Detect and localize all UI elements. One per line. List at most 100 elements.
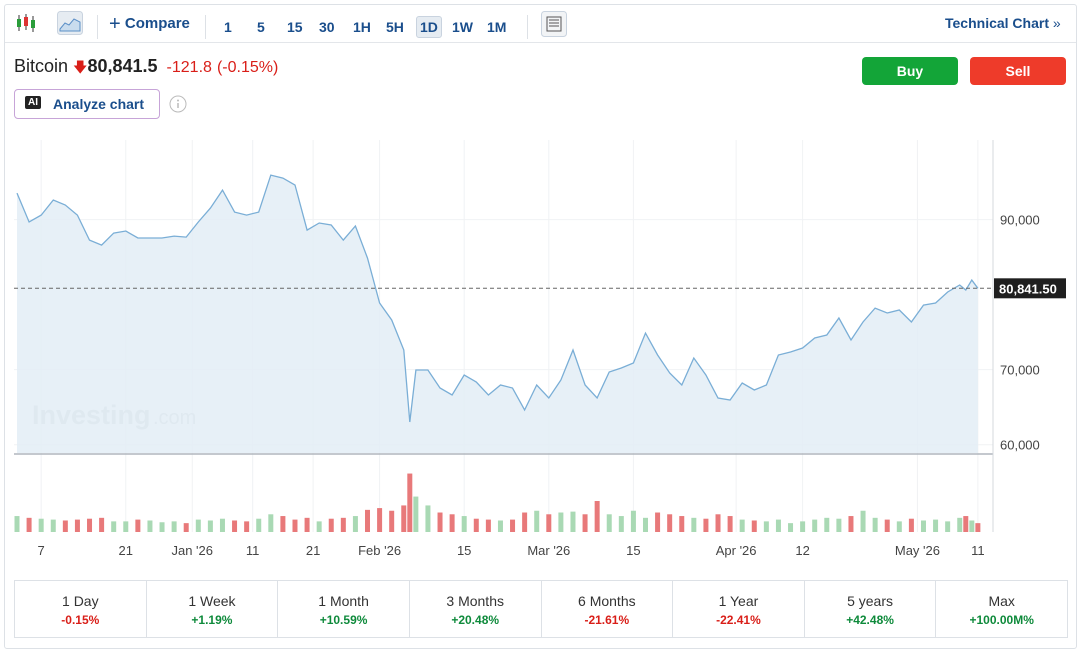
info-icon[interactable]: [169, 95, 187, 113]
volume-bar: [256, 518, 262, 532]
down-arrow: 🡇: [73, 59, 88, 75]
period-cell[interactable]: Max +100.00M%: [936, 581, 1067, 637]
volume-bar: [365, 509, 371, 532]
volume-bar: [280, 516, 286, 532]
volume-bar: [618, 516, 624, 532]
volume-bar: [26, 517, 32, 532]
volume-bar: [449, 514, 455, 532]
period-performance: 1 Day -0.15% 1 Week +1.19% 1 Month +10.59% 3 M…: [14, 580, 1068, 638]
interval-button[interactable]: 1: [224, 19, 232, 35]
volume-bar: [570, 511, 576, 532]
volume-bar: [800, 521, 806, 532]
volume-bar: [352, 516, 358, 532]
ai-badge: AI: [25, 96, 41, 109]
interval-button[interactable]: 1D: [416, 16, 442, 38]
volume-bar: [268, 514, 274, 532]
interval-button[interactable]: 1H: [353, 19, 371, 35]
volume-bar: [945, 521, 951, 532]
toolbar: + Compare 1 5 15 30 1H 5H 1D 1W 1M Technical Cha…: [5, 5, 1076, 43]
volume-bar: [316, 521, 322, 532]
period-change: +1.19%: [191, 613, 233, 627]
volume-bar: [461, 516, 467, 532]
instrument-name: Bitcoin: [14, 56, 69, 76]
y-tick-label: 90,000: [1000, 213, 1040, 228]
last-price-box: [994, 278, 1066, 299]
volume-bar: [691, 517, 697, 532]
candle-icon[interactable]: [15, 13, 37, 33]
compare-button[interactable]: + Compare: [109, 13, 190, 35]
interval-button[interactable]: 5H: [386, 19, 404, 35]
volume-bar: [727, 516, 733, 532]
x-tick-label: Feb '26: [358, 543, 401, 558]
volume-bar: [377, 508, 383, 532]
area-icon[interactable]: [57, 11, 83, 35]
volume-bar: [219, 518, 225, 532]
period-cell[interactable]: 5 years +42.48%: [805, 581, 937, 637]
volume-bar: [775, 519, 781, 532]
news-icon[interactable]: [541, 11, 567, 37]
period-cell[interactable]: 6 Months -21.61%: [542, 581, 674, 637]
volume-bar: [860, 510, 866, 532]
analyze-chart-button[interactable]: AI Analyze chart: [14, 89, 160, 119]
volume-bar: [497, 520, 503, 532]
volume-bar: [123, 521, 129, 532]
volume-bar: [594, 501, 600, 532]
volume-bar: [389, 510, 395, 532]
volume-bar: [933, 519, 939, 532]
interval-button[interactable]: 1M: [487, 19, 507, 35]
period-change: +42.48%: [846, 613, 894, 627]
price-line: [16, 174, 979, 423]
volume-bar: [763, 521, 769, 532]
period-label: 6 Months: [578, 593, 636, 609]
volume-bar: [50, 519, 56, 532]
volume-bar: [824, 517, 830, 532]
x-tick-label: Jan '26: [171, 543, 213, 558]
volume-bar: [425, 505, 431, 532]
volume-bar: [812, 519, 818, 532]
volume-bar: [340, 517, 346, 532]
volume-bar: [510, 519, 516, 532]
period-cell[interactable]: 1 Year -22.41%: [673, 581, 805, 637]
sell-button[interactable]: Sell: [970, 57, 1066, 85]
x-tick-label: 12: [795, 543, 809, 558]
compare-label: Compare: [124, 15, 190, 32]
volume-bar: [159, 522, 165, 532]
volume-bar: [401, 505, 407, 532]
volume-bar: [207, 520, 213, 532]
volume-bar: [232, 520, 238, 532]
volume-bar: [473, 518, 479, 532]
volume-bar: [328, 518, 334, 532]
volume-bar: [703, 518, 709, 532]
period-label: Max: [988, 593, 1015, 609]
interval-button[interactable]: 15: [287, 19, 303, 35]
period-cell[interactable]: 1 Week +1.19%: [147, 581, 279, 637]
technical-chart-label: Technical Chart: [945, 15, 1049, 31]
period-change: -0.15%: [61, 613, 100, 627]
interval-button[interactable]: 1W: [452, 19, 473, 35]
period-cell[interactable]: 1 Day -0.15%: [15, 581, 147, 637]
volume-bar: [99, 517, 105, 532]
volume-bar: [38, 518, 44, 532]
buy-button[interactable]: Buy: [862, 57, 958, 85]
volume-bar: [437, 512, 443, 532]
x-tick-label: 11: [971, 543, 985, 558]
interval-button[interactable]: 30: [319, 19, 335, 35]
volume-bar: [667, 514, 673, 532]
volume-bar: [969, 520, 975, 532]
volume-bar: [183, 523, 189, 532]
technical-chart-link[interactable]: Technical Chart »: [945, 15, 1061, 31]
volume-bar: [195, 519, 201, 532]
x-tick-label: 15: [457, 543, 471, 558]
price-area: [17, 175, 978, 453]
period-cell[interactable]: 3 Months +20.48%: [410, 581, 542, 637]
change: -121.8: [166, 59, 212, 76]
interval-button[interactable]: 5: [257, 19, 265, 35]
change-pct: (-0.15%): [216, 59, 279, 76]
period-cell[interactable]: 1 Month +10.59%: [278, 581, 410, 637]
volume-bar: [558, 512, 564, 532]
volume-bar: [546, 514, 552, 532]
x-tick-label: Mar '26: [527, 543, 570, 558]
period-label: 1 Day: [62, 593, 99, 609]
